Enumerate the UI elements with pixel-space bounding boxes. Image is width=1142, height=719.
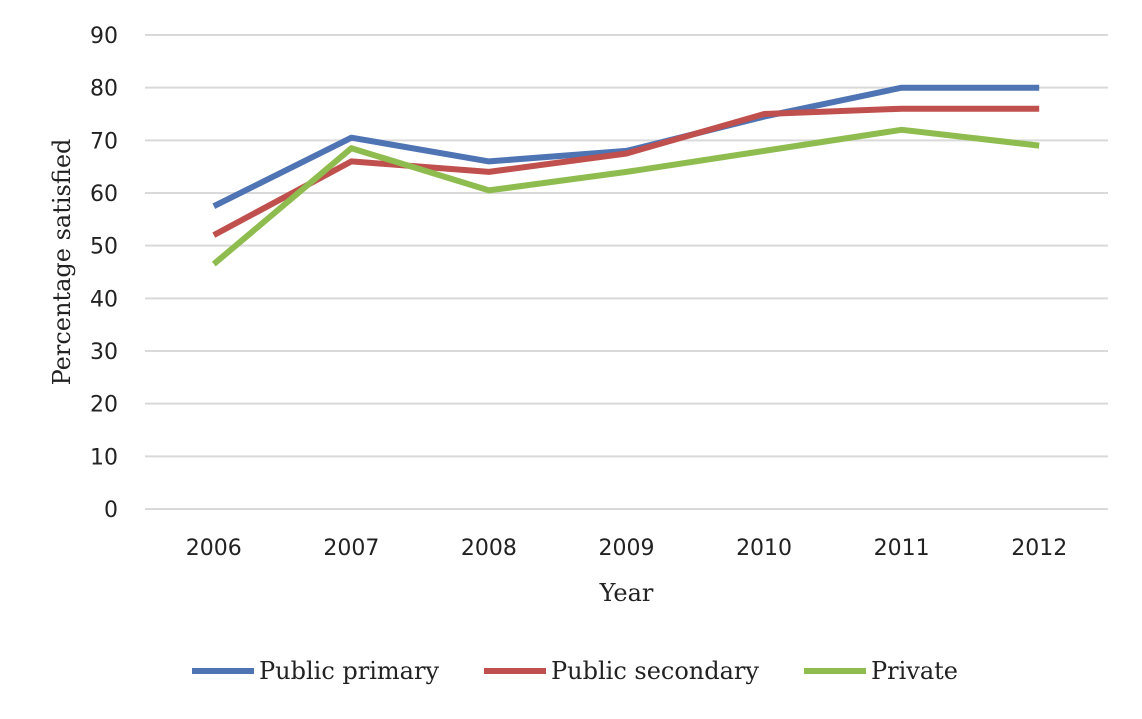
- legend-label: Public secondary: [551, 657, 759, 685]
- x-tick-label: 2012: [1011, 536, 1067, 561]
- gridlines: [145, 34, 1108, 510]
- x-tick-label: 2006: [186, 536, 242, 561]
- legend-label: Public primary: [259, 657, 439, 685]
- series-line-public-primary: [212, 84, 1040, 209]
- series-line-private: [211, 126, 1040, 267]
- x-axis-ticks: 2006 2007 2008 2009 2010 2011 2012: [186, 536, 1067, 561]
- y-tick-label: 50: [90, 235, 118, 260]
- legend: Public primary Public secondary Private: [192, 657, 958, 685]
- y-tick-label: 60: [90, 182, 118, 207]
- y-tick-label: 0: [104, 498, 118, 523]
- y-axis-ticks: 0 10 20 30 40 50 60 70 80 90: [90, 24, 118, 523]
- y-tick-label: 90: [90, 24, 118, 49]
- series-line-public-secondary: [212, 105, 1040, 238]
- y-tick-label: 20: [90, 393, 118, 418]
- y-axis-title: Percentage satisfied: [48, 139, 76, 386]
- y-tick-label: 40: [90, 287, 118, 312]
- x-axis-title: Year: [599, 579, 654, 607]
- x-tick-label: 2009: [599, 536, 655, 561]
- x-tick-label: 2007: [323, 536, 379, 561]
- x-tick-label: 2010: [736, 536, 792, 561]
- x-tick-label: 2008: [461, 536, 517, 561]
- y-tick-label: 70: [90, 129, 118, 154]
- series-lines: [211, 84, 1040, 267]
- y-tick-label: 30: [90, 340, 118, 365]
- y-tick-label: 80: [90, 77, 118, 102]
- legend-label: Private: [871, 657, 958, 685]
- y-tick-label: 10: [90, 445, 118, 470]
- x-tick-label: 2011: [874, 536, 930, 561]
